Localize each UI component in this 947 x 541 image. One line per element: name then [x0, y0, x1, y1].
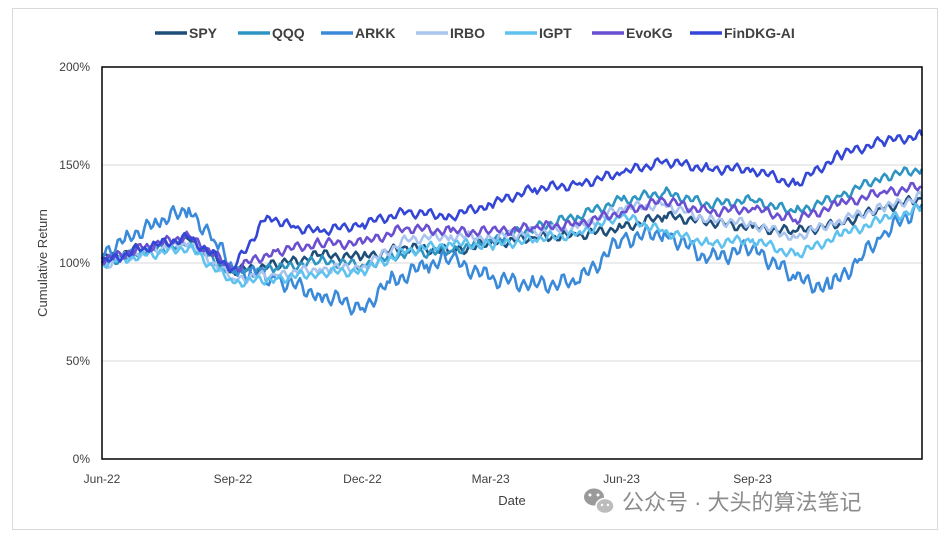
y-axis-title: Cumulative Return — [35, 209, 50, 317]
legend-item-irbo: IRBO — [416, 25, 485, 41]
y-tick-label: 150% — [59, 158, 90, 172]
legend-item-qqq: QQQ — [238, 25, 305, 41]
legend-label: EvoKG — [626, 25, 673, 41]
x-tick-label: Jun-22 — [84, 472, 121, 486]
plot-area-border — [101, 66, 923, 460]
y-axis-ticks: 0% 50% 100% 150% 200% — [59, 60, 90, 466]
legend-item-evokg: EvoKG — [592, 25, 673, 41]
legend-label: IGPT — [539, 25, 572, 41]
watermark: 公众号 · 大头的算法笔记 — [584, 488, 862, 515]
y-tick-label: 100% — [59, 256, 90, 270]
x-tick-label: Sep-23 — [733, 472, 772, 486]
y-tick-label: 0% — [73, 452, 91, 466]
legend-label: QQQ — [272, 25, 305, 41]
legend-label: ARKK — [355, 25, 395, 41]
x-tick-label: Jun-23 — [603, 472, 640, 486]
legend-item-findkg-ai: FinDKG-AI — [690, 25, 795, 41]
legend-item-arkk: ARKK — [321, 25, 395, 41]
x-tick-label: Dec-22 — [343, 472, 382, 486]
legend-label: IRBO — [450, 25, 485, 41]
series-line-findkg-ai — [100, 129, 924, 273]
y-tick-label: 50% — [66, 354, 90, 368]
series-line-arkk — [101, 202, 924, 316]
x-axis-ticks: Jun-22 Sep-22 Dec-22 Mar-23 Jun-23 Sep-23 — [84, 472, 773, 486]
watermark-text: 公众号 · 大头的算法笔记 — [622, 490, 862, 515]
series-lines — [100, 129, 924, 316]
legend-item-spy: SPY — [155, 25, 218, 41]
wechat-icon — [584, 488, 615, 515]
chart-frame — [12, 8, 938, 530]
series-line-igpt — [100, 203, 924, 288]
legend-label: FinDKG-AI — [724, 25, 795, 41]
x-tick-label: Sep-22 — [214, 472, 253, 486]
series-line-evokg — [100, 181, 923, 273]
y-tick-label: 200% — [59, 60, 90, 74]
legend-label: SPY — [189, 25, 218, 41]
legend: SPY QQQ ARKK IRBO IGPT EvoKG FinDKG-AI — [155, 25, 795, 41]
legend-item-igpt: IGPT — [505, 25, 572, 41]
x-tick-label: Mar-23 — [472, 472, 510, 486]
x-axis-title: Date — [498, 493, 525, 508]
